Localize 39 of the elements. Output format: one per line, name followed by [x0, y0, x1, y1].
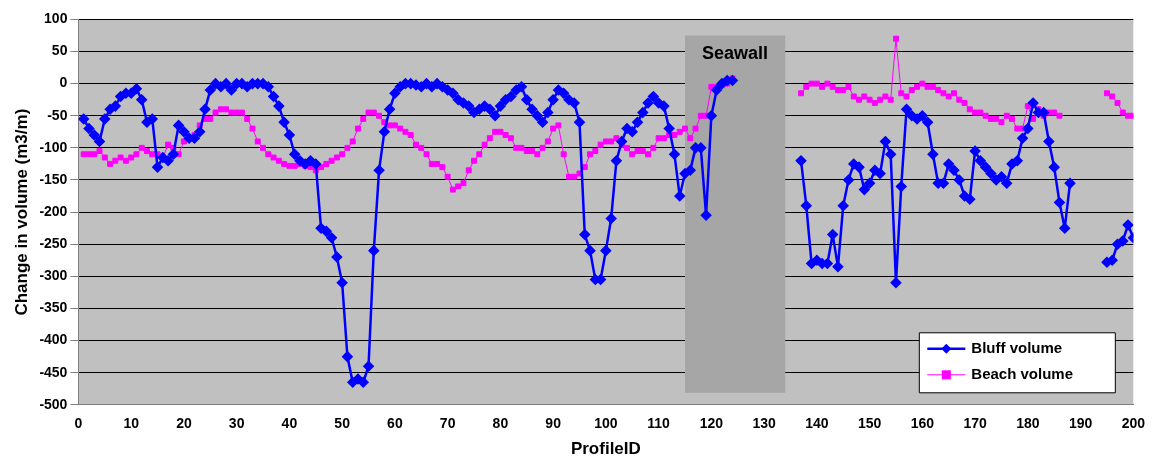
legend-label: Bluff volume: [971, 338, 1063, 356]
x-tick-label: 100: [594, 415, 618, 432]
y-tick-label: -250: [39, 235, 68, 252]
y-tick-label: -300: [39, 267, 68, 284]
x-tick-label: 0: [74, 415, 83, 432]
x-tick-label: 140: [805, 415, 829, 432]
y-tick-label: 50: [51, 42, 68, 59]
y-tick-label: -150: [39, 170, 68, 187]
y-tick-label: 100: [44, 10, 68, 27]
x-tick-label: 110: [647, 415, 671, 432]
band-label: Seawall: [702, 43, 769, 64]
x-tick-label: 30: [228, 415, 245, 432]
x-tick-label: 130: [752, 415, 776, 432]
y-tick-label: -400: [39, 331, 68, 348]
x-tick-label: 200: [1121, 415, 1146, 432]
x-tick-label: 170: [963, 415, 987, 432]
x-tick-label: 40: [281, 415, 298, 432]
x-tick-label: 90: [545, 415, 562, 432]
x-tick-label: 180: [1016, 415, 1040, 432]
y-tick-label: -350: [39, 299, 68, 316]
x-tick-label: 20: [176, 415, 192, 432]
y-tick-label: -500: [39, 395, 68, 412]
x-tick-label: 60: [387, 415, 403, 432]
y-tick-label: -50: [47, 106, 68, 123]
y-tick-label: 0: [59, 74, 68, 91]
x-tick-label: 120: [699, 415, 724, 432]
x-tick-label: 50: [334, 415, 351, 432]
y-axis-title: Change in volume (m3/m): [11, 108, 31, 316]
x-axis-title: ProfileID: [570, 439, 641, 459]
x-tick-label: 10: [123, 415, 140, 432]
y-tick-label: -200: [39, 202, 68, 219]
y-tick-label: -100: [39, 138, 68, 155]
y-tick-label: -450: [39, 363, 68, 380]
x-tick-label: 150: [857, 415, 882, 432]
x-tick-label: 190: [1068, 415, 1093, 432]
x-tick-label: 70: [439, 415, 456, 432]
legend-label: Beach volume: [971, 364, 1074, 382]
x-tick-label: 80: [492, 415, 509, 432]
x-tick-label: 160: [910, 415, 935, 432]
